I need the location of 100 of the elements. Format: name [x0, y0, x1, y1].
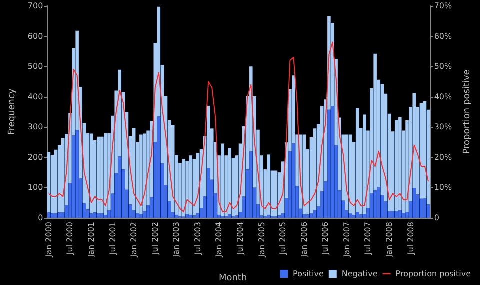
bar — [391, 211, 395, 218]
y2-tick-label: 20% — [434, 152, 452, 162]
legend-label: Proportion positive — [396, 270, 472, 278]
bar — [360, 214, 363, 218]
x-tick-label: Jul 2003 — [193, 222, 202, 256]
bar — [420, 103, 424, 199]
bar — [313, 210, 317, 218]
bar — [394, 120, 398, 212]
bar — [292, 143, 296, 218]
x-tick-label: Jul 2005 — [278, 222, 288, 256]
y-tick-label: 0 — [38, 214, 44, 222]
bar — [140, 134, 143, 214]
x-tick-label: Jul 2008 — [406, 222, 416, 256]
bar — [93, 212, 97, 218]
bar — [374, 54, 377, 190]
bar — [356, 212, 360, 218]
x-tick-label: Jan 2003 — [172, 222, 182, 258]
bar — [302, 134, 306, 214]
bar — [157, 116, 161, 218]
x-tick-label: Jul 2004 — [236, 222, 246, 256]
y2-tick-label: 30% — [434, 122, 452, 132]
y2-tick-label: 70% — [434, 2, 452, 10]
bar — [104, 133, 108, 215]
legend-label: Negative — [342, 270, 378, 278]
bar — [189, 214, 192, 218]
y2-axis-title: Proportion positive — [462, 69, 472, 154]
bar — [348, 134, 352, 214]
bar — [100, 213, 104, 218]
bar — [96, 213, 100, 218]
bar — [136, 213, 140, 218]
bar — [186, 214, 189, 218]
bar — [267, 214, 271, 218]
y2-tick-label: 60% — [434, 32, 452, 41]
bar — [352, 214, 356, 218]
bar — [310, 213, 314, 218]
bar — [374, 190, 377, 218]
x-tick-label: Jul 2001 — [108, 222, 118, 256]
bar — [100, 136, 104, 214]
x-axis-title: Month — [218, 274, 248, 284]
bar — [118, 156, 122, 218]
bar — [250, 151, 253, 218]
y2-tick-label: 10% — [434, 183, 452, 192]
bar — [175, 214, 178, 218]
bar — [96, 136, 100, 214]
y-tick-label: 300 — [28, 122, 44, 132]
x-tick-label: Jul 2002 — [150, 222, 160, 256]
x-tick-label: Jan 2002 — [130, 222, 139, 258]
bar — [363, 114, 366, 214]
bar — [398, 210, 402, 218]
x-tick-label: Jan 2005 — [257, 222, 266, 258]
y2-tick-label: 50% — [434, 62, 452, 72]
bar — [50, 213, 54, 218]
bar — [206, 168, 210, 218]
y-tick-label: 600 — [28, 32, 44, 41]
bar — [402, 213, 406, 218]
bar — [420, 198, 424, 218]
bar — [328, 110, 331, 218]
y-tick-label: 700 — [28, 2, 44, 10]
bar — [62, 138, 65, 213]
y-tick-label: 200 — [28, 152, 44, 162]
bar — [47, 212, 51, 218]
bar — [331, 106, 334, 218]
bar — [143, 134, 146, 212]
bar — [394, 211, 398, 218]
y2-tick-label: 0 — [434, 214, 440, 222]
x-tick-label: Jul 2007 — [364, 222, 373, 256]
x-tick-label: Jan 2001 — [87, 222, 96, 258]
bar — [377, 187, 381, 218]
bar — [398, 117, 402, 210]
y-tick-label: 500 — [28, 62, 44, 72]
y-tick-label: 100 — [28, 183, 44, 192]
bar — [76, 130, 79, 218]
bar — [370, 193, 374, 218]
bar — [228, 148, 232, 214]
y2-tick-label: 40% — [434, 92, 452, 102]
bar — [58, 212, 62, 218]
bar — [189, 156, 192, 215]
x-tick-label: Jul 2000 — [66, 222, 75, 256]
bar — [423, 198, 427, 218]
bar — [90, 213, 94, 218]
bar — [221, 144, 224, 216]
bar — [140, 214, 143, 218]
x-tick-label: Jan 2006 — [300, 222, 309, 258]
bar — [228, 214, 232, 218]
legend-label: Positive — [293, 270, 324, 278]
bar — [54, 150, 58, 214]
x-tick-label: Jul 2006 — [321, 222, 330, 256]
x-tick-label: Jan 2000 — [44, 222, 54, 258]
bar — [104, 214, 108, 218]
x-tick-label: Jan 2008 — [385, 222, 394, 258]
bar — [356, 108, 360, 212]
y-axis-title: Frequency — [8, 88, 18, 136]
bar — [47, 152, 51, 213]
bar — [54, 213, 58, 218]
bar — [306, 214, 310, 218]
bar — [412, 188, 416, 218]
x-tick-label: Jan 2004 — [214, 222, 224, 258]
x-tick-label: Jan 2007 — [342, 222, 352, 258]
bar — [182, 159, 186, 217]
line-series — [48, 42, 430, 212]
